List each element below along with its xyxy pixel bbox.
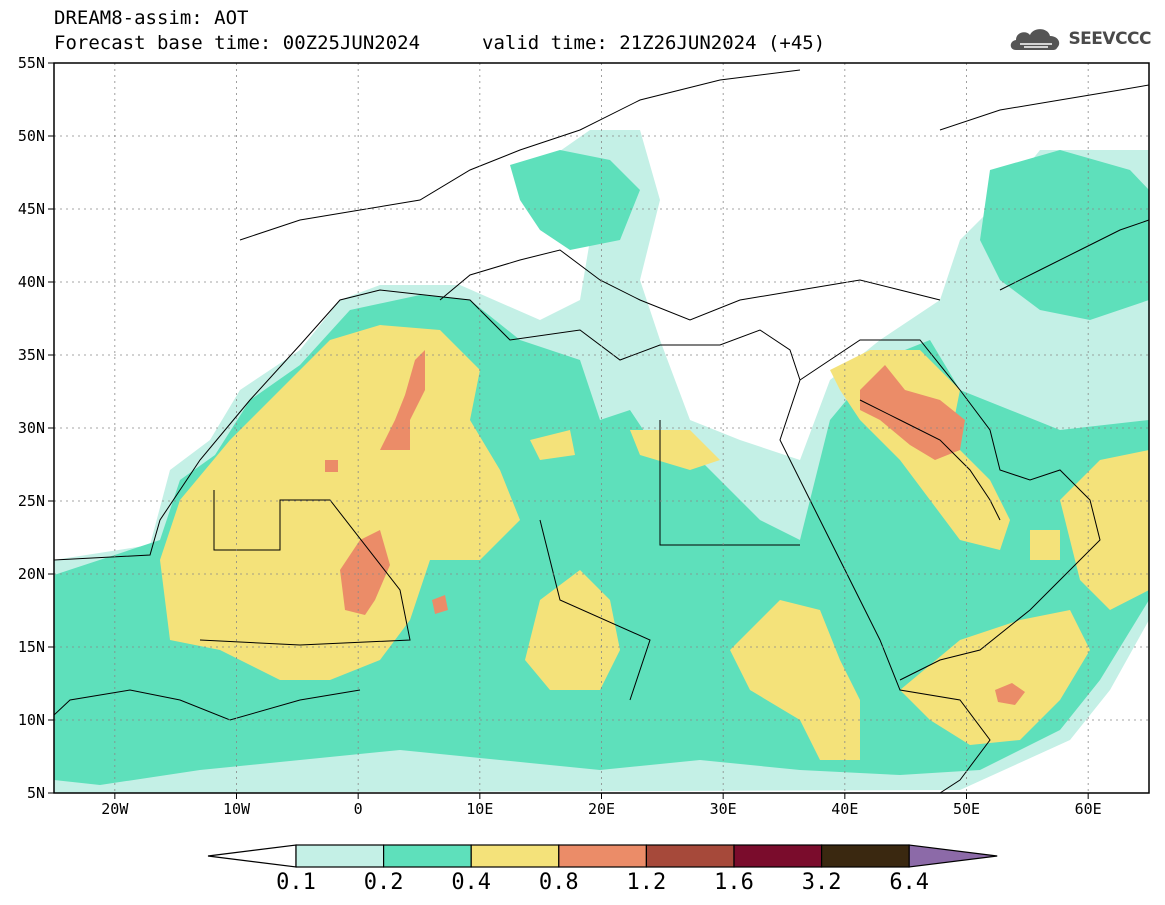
colorbar-label: 3.2 [802,870,842,895]
colorbar-label: 1.2 [627,870,667,895]
colorbar-label: 0.4 [451,870,491,895]
lat-tick-label: 5N [27,784,45,802]
lon-tick-label: 20E [588,800,615,818]
lat-tick-label: 30N [18,419,45,437]
lon-tick-label: 40E [831,800,858,818]
colorbar-bin [820,844,910,868]
colorbar-arrow-low [207,844,297,868]
lat-tick-label: 55N [18,54,45,72]
colorbar-label: 0.2 [364,870,404,895]
colorbar-arrow-high [908,844,998,868]
colorbar-label: 1.6 [714,870,754,895]
colorbar-bin [295,844,385,868]
lon-tick-label: 60E [1075,800,1102,818]
logo-text: SEEVCCC [1068,29,1151,49]
lon-tick-label: 50E [953,800,980,818]
map-title: DREAM8-assim: AOT [54,7,249,29]
seevccc-logo: SEEVCCC [1008,24,1151,54]
aot-fields [54,130,1149,793]
lon-tick-label: 20W [101,800,129,818]
colorbar-bin [645,844,735,868]
colorbar-label: 0.8 [539,870,579,895]
lat-tick-label: 20N [18,565,45,583]
map-grid [54,63,1149,793]
aot-band-0-4 [160,325,1149,760]
lat-tick-label: 40N [18,273,45,291]
lat-tick-label: 35N [18,346,45,364]
lat-tick-label: 50N [18,127,45,145]
lon-tick-label: 30E [710,800,737,818]
lon-tick-label: 0 [354,800,363,818]
longitude-labels: 20W 10W 0 10E 20E 30E 40E 50E 60E [101,793,1102,818]
lon-tick-label: 10E [466,800,493,818]
colorbar-bin [558,844,647,868]
colorbar-bin [733,844,823,868]
valid-time: valid time: 21Z26JUN2024 (+45) [482,32,826,54]
lon-tick-label: 10W [223,800,251,818]
lat-tick-label: 45N [18,200,45,218]
colorbar: 0.1 0.2 0.4 0.8 1.2 1.6 3.2 6.4 [207,844,998,895]
colorbar-label: 0.1 [276,870,316,895]
colorbar-bin [383,844,472,868]
lat-tick-label: 15N [18,638,45,656]
latitude-labels: 55N 50N 45N 40N 35N 30N 25N 20N 15N 10N 5N [18,54,54,802]
cloud-icon [1011,29,1060,50]
forecast-base-time: Forecast base time: 00Z25JUN2024 [54,32,421,54]
lat-tick-label: 10N [18,711,45,729]
lat-tick-label: 25N [18,492,45,510]
aot-band-0-8 [325,350,1025,705]
colorbar-label: 6.4 [889,870,929,895]
coastlines [54,69,1149,793]
colorbar-bin [470,844,560,868]
